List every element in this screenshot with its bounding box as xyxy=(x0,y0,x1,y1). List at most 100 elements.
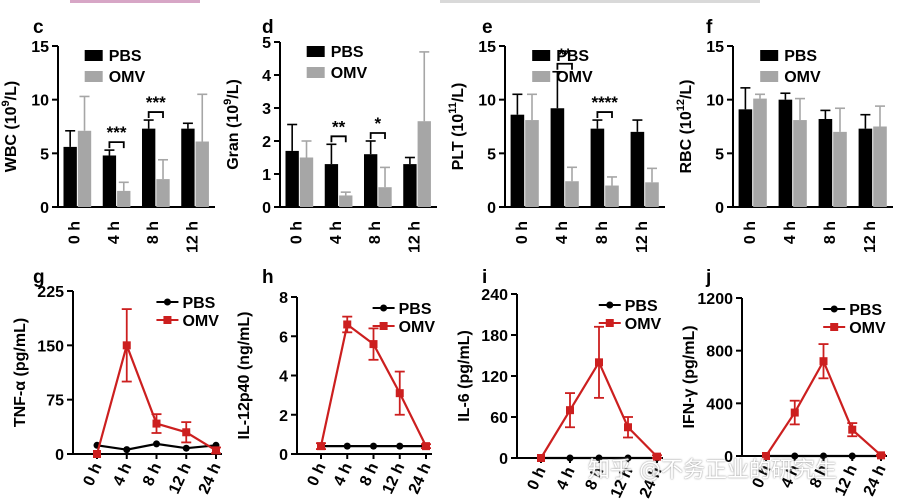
data-point-g-pbs-3 xyxy=(182,444,190,452)
y-tick-label-c-3: 15 xyxy=(31,39,49,56)
significance-label-e-1: **** xyxy=(591,93,618,112)
x-tick-label-h-0: 0 h xyxy=(304,461,329,489)
bar-e-omv-2 xyxy=(605,185,619,207)
watermark-text: 知乎 @不务正业的研究生 xyxy=(588,458,837,483)
data-point-g-omv-3 xyxy=(182,428,191,437)
data-point-i-omv-4 xyxy=(653,452,661,461)
y-tick-label-j-3: 1200 xyxy=(697,291,733,308)
y-tick-label-g-1: 75 xyxy=(46,393,64,410)
legend-label-g-pbs: PBS xyxy=(182,295,215,312)
legend-swatch-e-pbs xyxy=(532,50,551,61)
x-tick-label-g-0: 0 h xyxy=(80,461,105,489)
significance-label-d-0: ** xyxy=(332,117,346,136)
x-tick-label-i-1: 4 h xyxy=(553,465,578,493)
bar-c-pbs-2 xyxy=(141,128,156,207)
y-tick-label-d-1: 1 xyxy=(262,167,271,184)
y-tick-label-h-0: 0 xyxy=(279,447,288,464)
legend-label-c-omv: OMV xyxy=(109,69,146,86)
legend-swatch-f-pbs xyxy=(760,50,779,61)
bar-c-pbs-0 xyxy=(63,146,77,207)
bar-e-omv-0 xyxy=(525,120,539,207)
y-tick-label-c-1: 5 xyxy=(40,146,49,163)
y-axis-label-h: IL-12p40 (ng/mL) xyxy=(236,311,253,439)
y-axis-label-g: TNF-α (pg/mL) xyxy=(12,318,29,427)
bar-f-omv-1 xyxy=(793,120,807,207)
bar-d-pbs-1 xyxy=(324,164,339,207)
bar-d-omv-1 xyxy=(339,195,353,207)
data-point-g-omv-4 xyxy=(212,446,220,455)
bar-e-omv-1 xyxy=(565,181,579,207)
bar-e-pbs-3 xyxy=(630,131,645,207)
legend-label-d-omv: OMV xyxy=(331,65,368,82)
legend-label-e-omv: OMV xyxy=(556,69,593,86)
y-axis-label-e: PLT (1011/L) xyxy=(447,83,467,171)
x-tick-label-h-3: 12 h xyxy=(379,461,408,497)
data-point-i-omv-0 xyxy=(537,454,545,462)
x-tick-label-i-0: 0 h xyxy=(524,465,549,493)
significance-label-c-0: *** xyxy=(107,123,127,142)
bar-f-pbs-0 xyxy=(738,109,753,207)
y-tick-label-f-2: 10 xyxy=(706,93,724,110)
x-tick-label-c-3: 12 h xyxy=(184,221,201,253)
legend-swatch-c-pbs xyxy=(84,50,103,61)
bar-e-pbs-0 xyxy=(510,114,525,207)
panel-letter-i: i xyxy=(482,267,487,288)
x-tick-label-d-0: 0 h xyxy=(289,221,306,244)
data-point-j-omv-3 xyxy=(848,425,857,434)
x-tick-label-d-1: 4 h xyxy=(328,221,345,244)
x-tick-label-f-3: 12 h xyxy=(862,221,879,253)
x-tick-label-g-2: 8 h xyxy=(140,461,165,489)
bar-f-omv-0 xyxy=(753,98,767,207)
bar-c-omv-0 xyxy=(77,130,92,207)
y-tick-label-i-1: 60 xyxy=(490,410,508,427)
data-point-i-omv-2 xyxy=(595,358,603,367)
y-tick-label-g-3: 225 xyxy=(37,284,64,301)
data-point-g-pbs-2 xyxy=(153,440,160,448)
data-point-i-pbs-3 xyxy=(624,454,632,462)
x-tick-label-e-3: 12 h xyxy=(634,221,651,253)
x-tick-label-f-0: 0 h xyxy=(742,221,759,244)
legend-swatch-d-pbs xyxy=(306,46,325,57)
bar-d-omv-2 xyxy=(378,187,392,207)
panel-letter-f: f xyxy=(706,17,713,38)
legend-marker-h-pbs xyxy=(380,304,388,312)
x-tick-label-c-2: 8 h xyxy=(145,221,162,244)
bar-e-pbs-1 xyxy=(550,108,565,207)
bar-c-omv-2 xyxy=(156,179,170,207)
x-tick-label-h-1: 4 h xyxy=(331,461,356,489)
data-point-j-omv-2 xyxy=(819,357,828,366)
bar-d-pbs-2 xyxy=(363,154,378,207)
y-tick-label-e-0: 0 xyxy=(487,200,496,217)
x-tick-label-g-3: 12 h xyxy=(166,461,195,497)
data-point-i-pbs-2 xyxy=(595,454,603,462)
bar-f-pbs-2 xyxy=(818,118,833,207)
y-tick-label-i-2: 120 xyxy=(481,369,508,386)
data-point-j-omv-0 xyxy=(762,452,770,460)
legend-marker-i-pbs xyxy=(606,301,614,309)
data-point-i-omv-3 xyxy=(624,423,632,432)
x-tick-label-j-4: 24 h xyxy=(861,463,890,499)
significance-label-c-1: *** xyxy=(146,93,166,112)
bar-f-omv-2 xyxy=(833,131,847,207)
legend-label-f-pbs: PBS xyxy=(784,48,817,65)
legend-label-h-omv: OMV xyxy=(399,319,436,336)
y-tick-label-h-3: 6 xyxy=(279,329,288,346)
y-tick-label-e-2: 10 xyxy=(478,93,496,110)
data-point-h-omv-0 xyxy=(317,442,325,451)
legend-marker-g-omv xyxy=(163,316,172,324)
y-tick-label-j-0: 0 xyxy=(724,449,733,466)
y-tick-label-c-0: 0 xyxy=(40,200,49,217)
panel-letter-d: d xyxy=(262,17,274,38)
y-tick-label-j-2: 800 xyxy=(706,344,733,361)
bar-c-omv-3 xyxy=(195,141,209,207)
legend-marker-h-omv xyxy=(379,322,388,330)
data-point-g-omv-2 xyxy=(152,419,161,428)
legend-label-j-omv: OMV xyxy=(849,320,886,337)
bar-c-omv-1 xyxy=(117,190,131,207)
y-tick-label-d-3: 3 xyxy=(262,101,271,118)
data-point-h-omv-1 xyxy=(343,320,352,329)
top-edge-bar-left xyxy=(70,0,200,3)
bar-e-omv-3 xyxy=(645,182,659,207)
data-point-j-omv-1 xyxy=(790,408,799,417)
data-point-g-omv-0 xyxy=(93,450,101,458)
